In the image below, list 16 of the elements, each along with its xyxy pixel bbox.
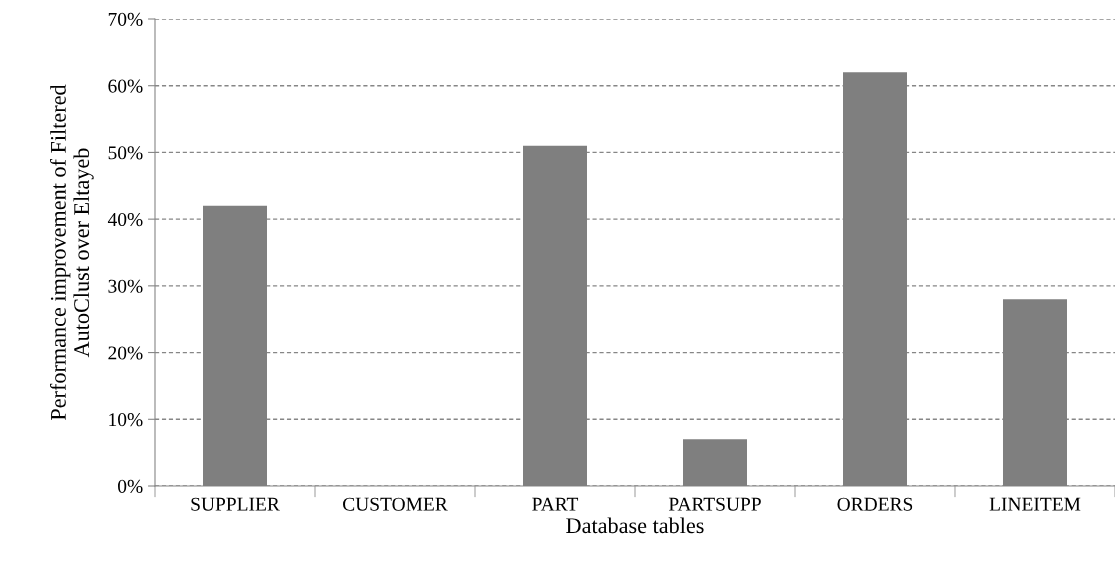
y-tick-label: 50%	[108, 146, 143, 160]
x-tick-label: PART	[532, 497, 579, 511]
x-tick-label: ORDERS	[837, 497, 913, 511]
y-tick-label: 60%	[108, 79, 143, 93]
x-tick-label: SUPPLIER	[191, 497, 280, 511]
y-tick-label: 10%	[109, 413, 143, 427]
x-tick-label: LINEITEM	[989, 497, 1081, 511]
x-tick-label: PARTSUPP	[668, 497, 761, 511]
x-axis-title: Database tables	[566, 517, 704, 534]
y-tick-label: 0%	[118, 479, 143, 493]
y-tick-label: 40%	[107, 212, 143, 227]
y-tick-label: 20%	[108, 346, 143, 360]
y-tick-label: 70%	[108, 12, 143, 26]
x-tick-label: CUSTOMER	[343, 497, 448, 511]
y-tick-label: 30%	[108, 279, 143, 293]
y-axis-title: Performance improvement of Filtered AutoClust over Eltayeb	[49, 84, 94, 421]
